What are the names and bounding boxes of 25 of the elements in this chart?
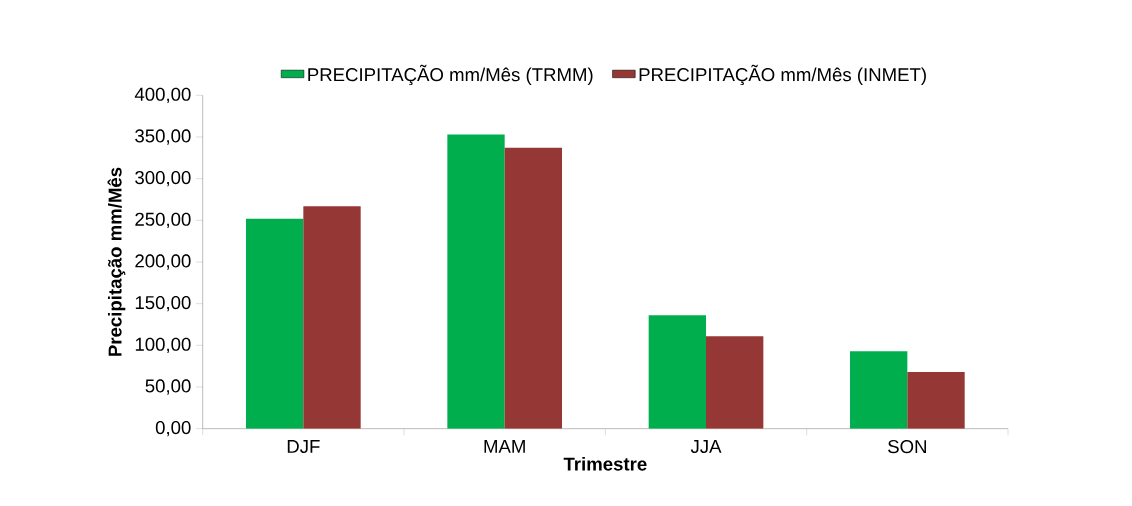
x-tick-label: JJA <box>690 440 722 454</box>
legend-label: PRECIPITAÇÃO mm/Mês (INMET) <box>639 64 926 86</box>
legend-label: PRECIPITAÇÃO mm/Mês (TRMM) <box>308 64 593 86</box>
bar <box>303 206 361 429</box>
y-axis-title: Precipitação mm/Mês <box>107 167 126 356</box>
bar <box>907 372 965 429</box>
y-tick-label: 150,00 <box>135 295 191 312</box>
bar <box>706 336 764 429</box>
bar <box>850 351 908 429</box>
bar <box>504 147 563 429</box>
y-tick-label: 50,00 <box>145 379 191 395</box>
y-tick-label: 0,00 <box>155 420 191 437</box>
bar <box>246 218 304 429</box>
y-tick-label: 250,00 <box>135 212 191 229</box>
x-tick-label: MAM <box>484 440 525 453</box>
y-tick-label: 200,00 <box>135 254 191 270</box>
y-tick-label: 300,00 <box>135 170 191 187</box>
x-tick-label: DJF <box>287 440 320 454</box>
y-tick-label: 400,00 <box>134 87 191 104</box>
bar <box>648 315 707 429</box>
y-tick-label: 350,00 <box>135 129 191 145</box>
x-tick-label: SON <box>888 440 926 454</box>
x-axis-title: Trimestre <box>563 456 647 471</box>
y-tick-label: 100,00 <box>135 337 191 354</box>
bar <box>447 134 505 429</box>
